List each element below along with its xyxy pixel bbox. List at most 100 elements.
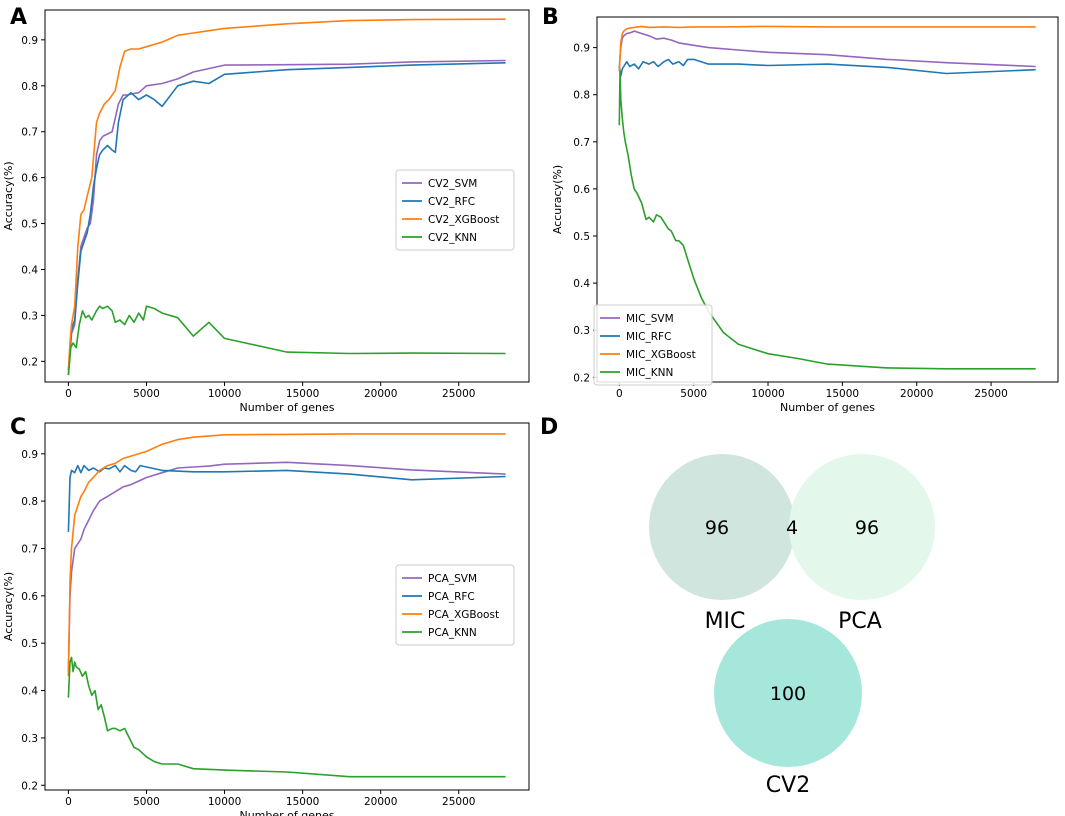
panel-b-x-tick-label: 20000 bbox=[900, 388, 933, 400]
panel-a-axes-frame bbox=[44, 9, 530, 383]
panel-a-y-axis-label: Accuracy(%) bbox=[2, 161, 15, 230]
venn-circle-cv2 bbox=[714, 619, 862, 767]
panel-a-series-cv2-knn bbox=[67, 305, 506, 376]
panel-c-series-pca-knn bbox=[67, 656, 506, 778]
panel-b-legend-entry: MIC_SVM bbox=[626, 313, 674, 325]
panel-a: A 0 5000 10000 15000 20000 250000.20.30.40.50… bbox=[2, 5, 530, 414]
panel-b-x-tick-label: 25000 bbox=[974, 388, 1007, 400]
panel-a-legend-entry: CV2_SVM bbox=[428, 178, 477, 190]
panel-c-x-tick-label: 10000 bbox=[208, 796, 241, 808]
panel-c-series-pca-xgboost bbox=[67, 433, 506, 677]
panel-a-legend: CV2_SVM CV2_RFC CV2_XGBoost CV2_KNN bbox=[395, 169, 515, 251]
panel-a-series-cv2-rfc bbox=[67, 62, 506, 376]
panel-c-y-tick-label: 0.5 bbox=[21, 638, 38, 650]
panel-a-legend-box bbox=[395, 169, 515, 251]
panel-a-legend-entry: CV2_XGBoost bbox=[428, 214, 499, 226]
panel-b-legend-entry: MIC_KNN bbox=[626, 367, 673, 379]
panel-c-legend: PCA_SVM PCA_RFC PCA_XGBoost PCA_KNN bbox=[395, 564, 515, 646]
panel-a-series-cv2-xgboost bbox=[67, 18, 506, 371]
panel-b-y-tick-label: 0.4 bbox=[573, 278, 590, 290]
venn-value-cv2: 100 bbox=[770, 683, 806, 705]
panel-label-a: A bbox=[10, 5, 27, 30]
venn-circle-pca bbox=[789, 454, 935, 600]
panel-label-c: C bbox=[10, 415, 26, 440]
panel-b-y-tick-label: 0.6 bbox=[573, 184, 590, 196]
panel-b-plot: 0 5000 10000 15000 20000 25000 0.2 0.3 0.4 0.5 0.6… bbox=[551, 16, 1059, 414]
panel-c-x-tick-label: 15000 bbox=[286, 796, 319, 808]
panel-b: B 0 5000 10000 15000 20000 250000.20.30.40.50… bbox=[542, 5, 1059, 414]
panel-a-y-tick-label: 0.3 bbox=[21, 310, 38, 322]
panel-label-d: D bbox=[540, 415, 558, 440]
panel-b-y-tick-label: 0.7 bbox=[573, 137, 590, 149]
panel-b-series-mic-xgboost bbox=[618, 25, 1036, 72]
panel-c-legend-entry: PCA_SVM bbox=[428, 573, 477, 585]
panel-c-legend-box bbox=[395, 564, 515, 646]
panel-b-y-tick-label: 0.2 bbox=[573, 372, 590, 384]
panel-c-legend-entry: PCA_RFC bbox=[428, 591, 475, 603]
panel-label-b: B bbox=[542, 5, 559, 30]
panel-c-y-tick-label: 0.6 bbox=[21, 591, 38, 603]
panel-a-legend-entry: CV2_RFC bbox=[428, 196, 475, 208]
panel-a-legend-entry: CV2_KNN bbox=[428, 232, 477, 244]
panel-c-y-axis-label: Accuracy(%) bbox=[2, 572, 15, 641]
panel-b-x-tick-label: 15000 bbox=[826, 388, 859, 400]
panel-b-y-tick-label: 0.3 bbox=[573, 325, 590, 337]
panel-c-plot: 0 5000 10000 15000 20000 25000 0.2 0.3 0.4 0.5 0.6… bbox=[2, 422, 530, 816]
panel-b-axes-frame bbox=[596, 16, 1059, 383]
panel-c-axes-frame bbox=[44, 422, 530, 791]
panel-b-x-tick-label: 5000 bbox=[680, 388, 707, 400]
panel-a-y-tick-label: 0.6 bbox=[21, 173, 38, 185]
venn-diagram: 96 96 4 100 MIC PCA CV2 bbox=[649, 454, 935, 798]
panel-a-y-tick-label: 0.8 bbox=[21, 81, 38, 93]
panel-b-legend-box bbox=[593, 304, 713, 386]
panel-a-x-tick-label: 0 bbox=[65, 388, 72, 400]
panel-a-x-tick-label: 15000 bbox=[286, 388, 319, 400]
panel-d: D 96 96 4 100 MIC PCA CV2 bbox=[540, 415, 935, 798]
panel-c-x-axis-label: Number of genes bbox=[239, 809, 334, 816]
panel-c-y-tick-label: 0.3 bbox=[21, 733, 38, 745]
panel-b-y-tick-label: 0.8 bbox=[573, 90, 590, 102]
venn-value-mic: 96 bbox=[705, 517, 729, 539]
panel-a-y-tick-label: 0.4 bbox=[21, 264, 38, 276]
panel-b-legend: MIC_SVM MIC_RFC MIC_XGBoost MIC_KNN bbox=[593, 304, 713, 386]
panel-a-y-tick-label: 0.9 bbox=[21, 35, 38, 47]
venn-label-mic: MIC bbox=[705, 609, 746, 634]
panel-c-legend-entry: PCA_XGBoost bbox=[428, 609, 499, 621]
panel-b-legend-entry: MIC_RFC bbox=[626, 331, 671, 343]
panel-c-x-tick-label: 25000 bbox=[442, 796, 475, 808]
panel-c-x-tick-label: 20000 bbox=[364, 796, 397, 808]
panel-a-y-tick-label: 0.2 bbox=[21, 356, 38, 368]
panel-b-y-tick-label: 0.5 bbox=[573, 231, 590, 243]
venn-value-pca: 96 bbox=[855, 517, 879, 539]
panel-a-y-tick-label: 0.7 bbox=[21, 127, 38, 139]
panel-c-y-tick-label: 0.8 bbox=[21, 496, 38, 508]
venn-label-cv2: CV2 bbox=[766, 773, 810, 798]
panel-b-x-axis-label: Number of genes bbox=[780, 401, 875, 414]
panel-c-y-tick-label: 0.2 bbox=[21, 780, 38, 792]
panel-a-x-axis-label: Number of genes bbox=[239, 401, 334, 414]
panel-b-x-tick-label: 0 bbox=[616, 388, 623, 400]
panel-c-y-tick-label: 0.9 bbox=[21, 449, 38, 461]
panel-b-legend-entry: MIC_XGBoost bbox=[626, 349, 696, 361]
panel-c-x-tick-label: 0 bbox=[65, 796, 72, 808]
panel-c-x-tick-label: 5000 bbox=[133, 796, 160, 808]
panel-b-y-axis-label: Accuracy(%) bbox=[551, 165, 564, 234]
panel-b-series-mic-knn bbox=[618, 70, 1036, 370]
panel-a-x-tick-label: 5000 bbox=[133, 388, 160, 400]
venn-label-pca: PCA bbox=[838, 609, 882, 634]
panel-a-x-tick-label: 20000 bbox=[364, 388, 397, 400]
panel-c-series-pca-svm bbox=[67, 461, 506, 672]
panel-c-y-tick-label: 0.4 bbox=[21, 686, 38, 698]
panel-b-x-tick-label: 10000 bbox=[751, 388, 784, 400]
venn-circle-mic bbox=[649, 454, 795, 600]
panel-c-legend-entry: PCA_KNN bbox=[428, 627, 477, 639]
panel-c: C 0 5000 10000 15000 20000 250000.20.30.40.50… bbox=[2, 415, 530, 816]
panel-c-y-tick-label: 0.7 bbox=[21, 543, 38, 555]
panel-c-series-pca-rfc bbox=[67, 464, 506, 532]
panel-a-x-tick-label: 25000 bbox=[442, 388, 475, 400]
panel-a-y-tick-label: 0.5 bbox=[21, 219, 38, 231]
venn-value-overlap-mic-pca: 4 bbox=[786, 517, 798, 539]
panel-a-x-tick-label: 10000 bbox=[208, 388, 241, 400]
panel-a-plot: 0 5000 10000 15000 20000 25000 0.2 0.3 0.4 0.5 0.6… bbox=[2, 9, 530, 414]
